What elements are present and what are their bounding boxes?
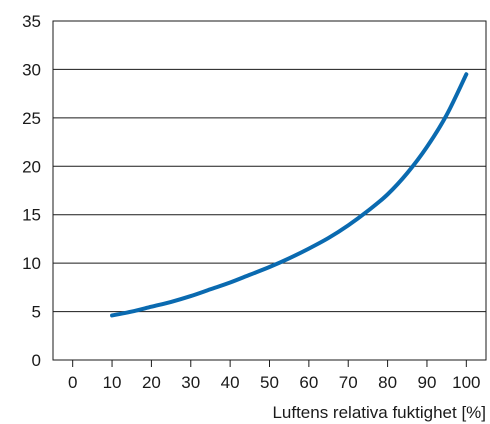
series-line-0 — [110, 72, 469, 318]
x-tick-label-70: 70 — [339, 373, 358, 392]
x-tick-label-100: 100 — [452, 373, 480, 392]
y-tick-label-5: 5 — [32, 303, 41, 322]
x-tick-label-40: 40 — [221, 373, 240, 392]
series-layer — [110, 72, 469, 318]
plot-frame — [52, 20, 487, 361]
x-tick-label-30: 30 — [181, 373, 200, 392]
x-tick-label-10: 10 — [103, 373, 122, 392]
y-tick-label-35: 35 — [22, 12, 41, 31]
x-tick-label-50: 50 — [260, 373, 279, 392]
x-axis-title: Luftens relativa fuktighet [%] — [272, 403, 486, 422]
x-tick-label-90: 90 — [417, 373, 436, 392]
grid-lines — [53, 68, 486, 313]
y-tick-label-25: 25 — [22, 109, 41, 128]
x-tick-label-60: 60 — [299, 373, 318, 392]
y-axis: 0 5 10 15 20 25 30 35 — [22, 12, 41, 370]
y-tick-label-20: 20 — [22, 157, 41, 176]
y-tick-label-0: 0 — [32, 351, 41, 370]
y-tick-label-15: 15 — [22, 206, 41, 225]
x-tick-label-20: 20 — [142, 373, 161, 392]
x-axis: 0 10 20 30 40 50 60 70 80 90 100 — [68, 360, 481, 392]
plot-border — [52, 20, 487, 361]
y-tick-label-10: 10 — [22, 254, 41, 273]
x-tick-label-0: 0 — [68, 373, 77, 392]
x-tick-label-80: 80 — [378, 373, 397, 392]
y-tick-label-30: 30 — [22, 60, 41, 79]
